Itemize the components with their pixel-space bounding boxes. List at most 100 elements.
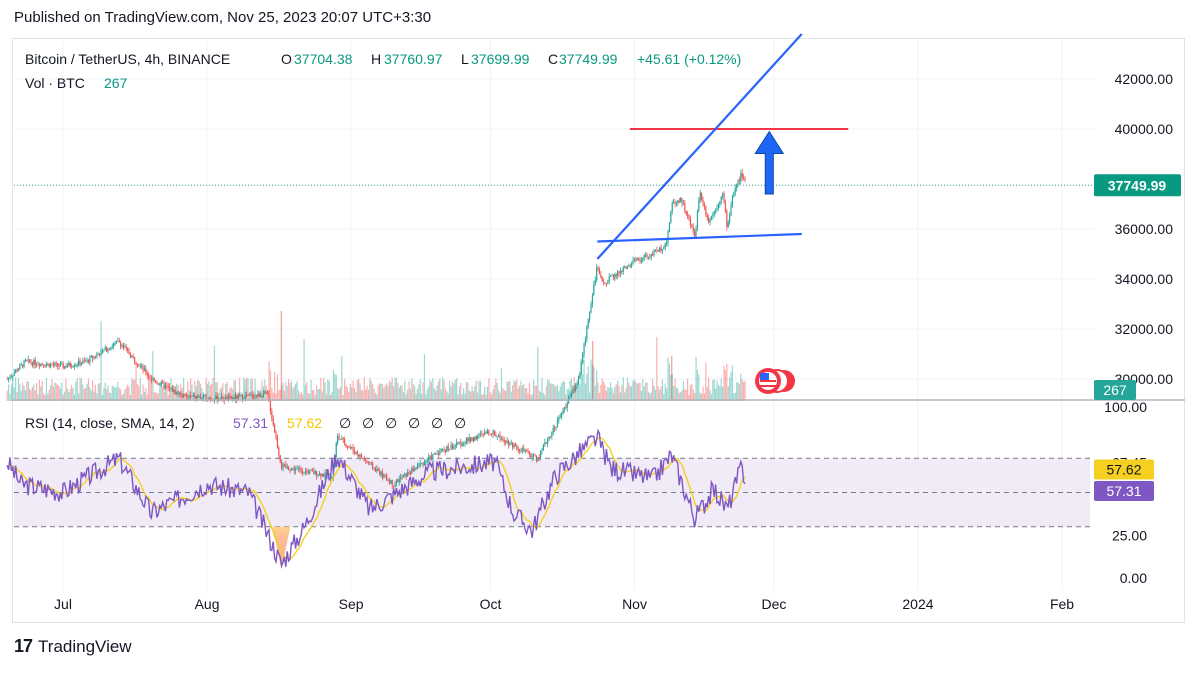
last-price-badge: [1094, 174, 1181, 197]
candle-body: [744, 178, 746, 181]
volume-bar: [547, 379, 549, 401]
volume-bar: [736, 382, 738, 401]
candle-body: [44, 365, 46, 367]
candle-body: [369, 462, 371, 464]
candle-body: [565, 407, 567, 408]
volume-bar: [454, 379, 456, 401]
volume-bar: [598, 392, 601, 401]
volume-bar: [135, 364, 137, 401]
volume-bar: [544, 394, 546, 401]
volume-bar: [589, 392, 591, 401]
candle-body: [43, 364, 45, 366]
candle-body: [456, 442, 458, 446]
candle-body: [244, 395, 246, 400]
volume-bar: [328, 380, 330, 401]
volume-bar: [554, 385, 556, 401]
volume-bar: [198, 380, 200, 401]
legend-rsi-extra-2: ∅: [362, 415, 374, 431]
volume-bar: [325, 393, 328, 401]
candle-body: [37, 364, 39, 366]
volume-bar: [388, 380, 391, 401]
candle-body: [570, 393, 573, 397]
candle-body: [136, 364, 139, 366]
candle-body: [292, 467, 294, 469]
candle-body: [610, 275, 612, 277]
candle-body: [178, 392, 181, 395]
candle-body: [475, 436, 477, 439]
x-tick-label: Feb: [1050, 596, 1074, 612]
volume-bar: [244, 379, 246, 401]
candle-body: [397, 479, 399, 483]
volume-bar: [647, 391, 650, 401]
candle-body: [430, 455, 433, 460]
candle-body: [729, 215, 731, 223]
volume-bar: [65, 378, 67, 401]
volume-bar: [561, 383, 563, 401]
volume-bar: [195, 385, 197, 401]
volume-bar: [738, 383, 741, 401]
volume-bar: [92, 380, 94, 401]
volume-bar-spike: [280, 311, 283, 401]
volume-bar: [572, 389, 574, 401]
volume-bar: [233, 380, 235, 401]
candle-body: [351, 447, 353, 448]
volume-bar: [373, 388, 375, 401]
candle-body: [432, 454, 434, 460]
volume-bar: [362, 390, 364, 401]
volume-bar: [506, 381, 508, 401]
candle-body: [157, 383, 160, 385]
legend-rsi-extra-4: ∅: [408, 415, 420, 431]
volume-bar: [297, 390, 300, 401]
candle-body: [306, 470, 308, 472]
candle-body: [194, 395, 196, 399]
candle-body: [216, 395, 218, 401]
volume-bar: [562, 380, 564, 401]
candle-body: [169, 386, 171, 389]
legend-open-label: O: [281, 51, 292, 67]
candle-body: [167, 385, 169, 387]
candle-body: [656, 250, 658, 251]
candle-body: [453, 446, 455, 449]
volume-bar: [6, 390, 8, 401]
candle-body: [653, 250, 655, 256]
us-flag-icon[interactable]: [755, 368, 795, 394]
candle-body: [104, 347, 106, 351]
candle-body: [61, 363, 63, 365]
volume-bar: [131, 377, 133, 401]
candle-body: [248, 394, 251, 396]
volume-bar: [279, 389, 281, 401]
volume-bar: [654, 389, 657, 401]
candle-body: [582, 354, 584, 364]
volume-bar: [57, 385, 59, 401]
candle-body: [209, 398, 211, 400]
candle-body: [509, 443, 511, 445]
candle-body: [730, 204, 732, 216]
candle-body: [472, 437, 475, 441]
candle-body: [309, 470, 311, 474]
legend-symbol: Bitcoin / TetherUS, 4h, BINANCE: [25, 51, 230, 67]
x-tick-label: Dec: [761, 596, 786, 612]
candle-body: [743, 176, 745, 179]
x-tick-label: 2024: [902, 596, 933, 612]
candle-body: [279, 455, 281, 463]
candle-body: [527, 451, 529, 452]
rsi-tick-label: 0.00: [1120, 570, 1147, 586]
candle-body: [290, 468, 293, 471]
candle-body: [356, 451, 358, 455]
volume-bar: [309, 393, 311, 401]
candle-body: [9, 377, 11, 379]
volume-bar: [737, 382, 739, 401]
candle-body: [516, 446, 518, 450]
volume-bar: [727, 386, 729, 401]
volume-bar: [650, 392, 652, 401]
volume-bar: [365, 389, 367, 401]
volume-bar: [475, 380, 477, 401]
volume-bar: [169, 390, 171, 401]
candle-body: [19, 365, 21, 370]
price-tick-label: 40000.00: [1115, 121, 1174, 137]
candle-body: [507, 440, 510, 445]
candle-body: [86, 359, 88, 362]
volume-bar: [15, 377, 17, 401]
volume-bar: [534, 385, 536, 401]
